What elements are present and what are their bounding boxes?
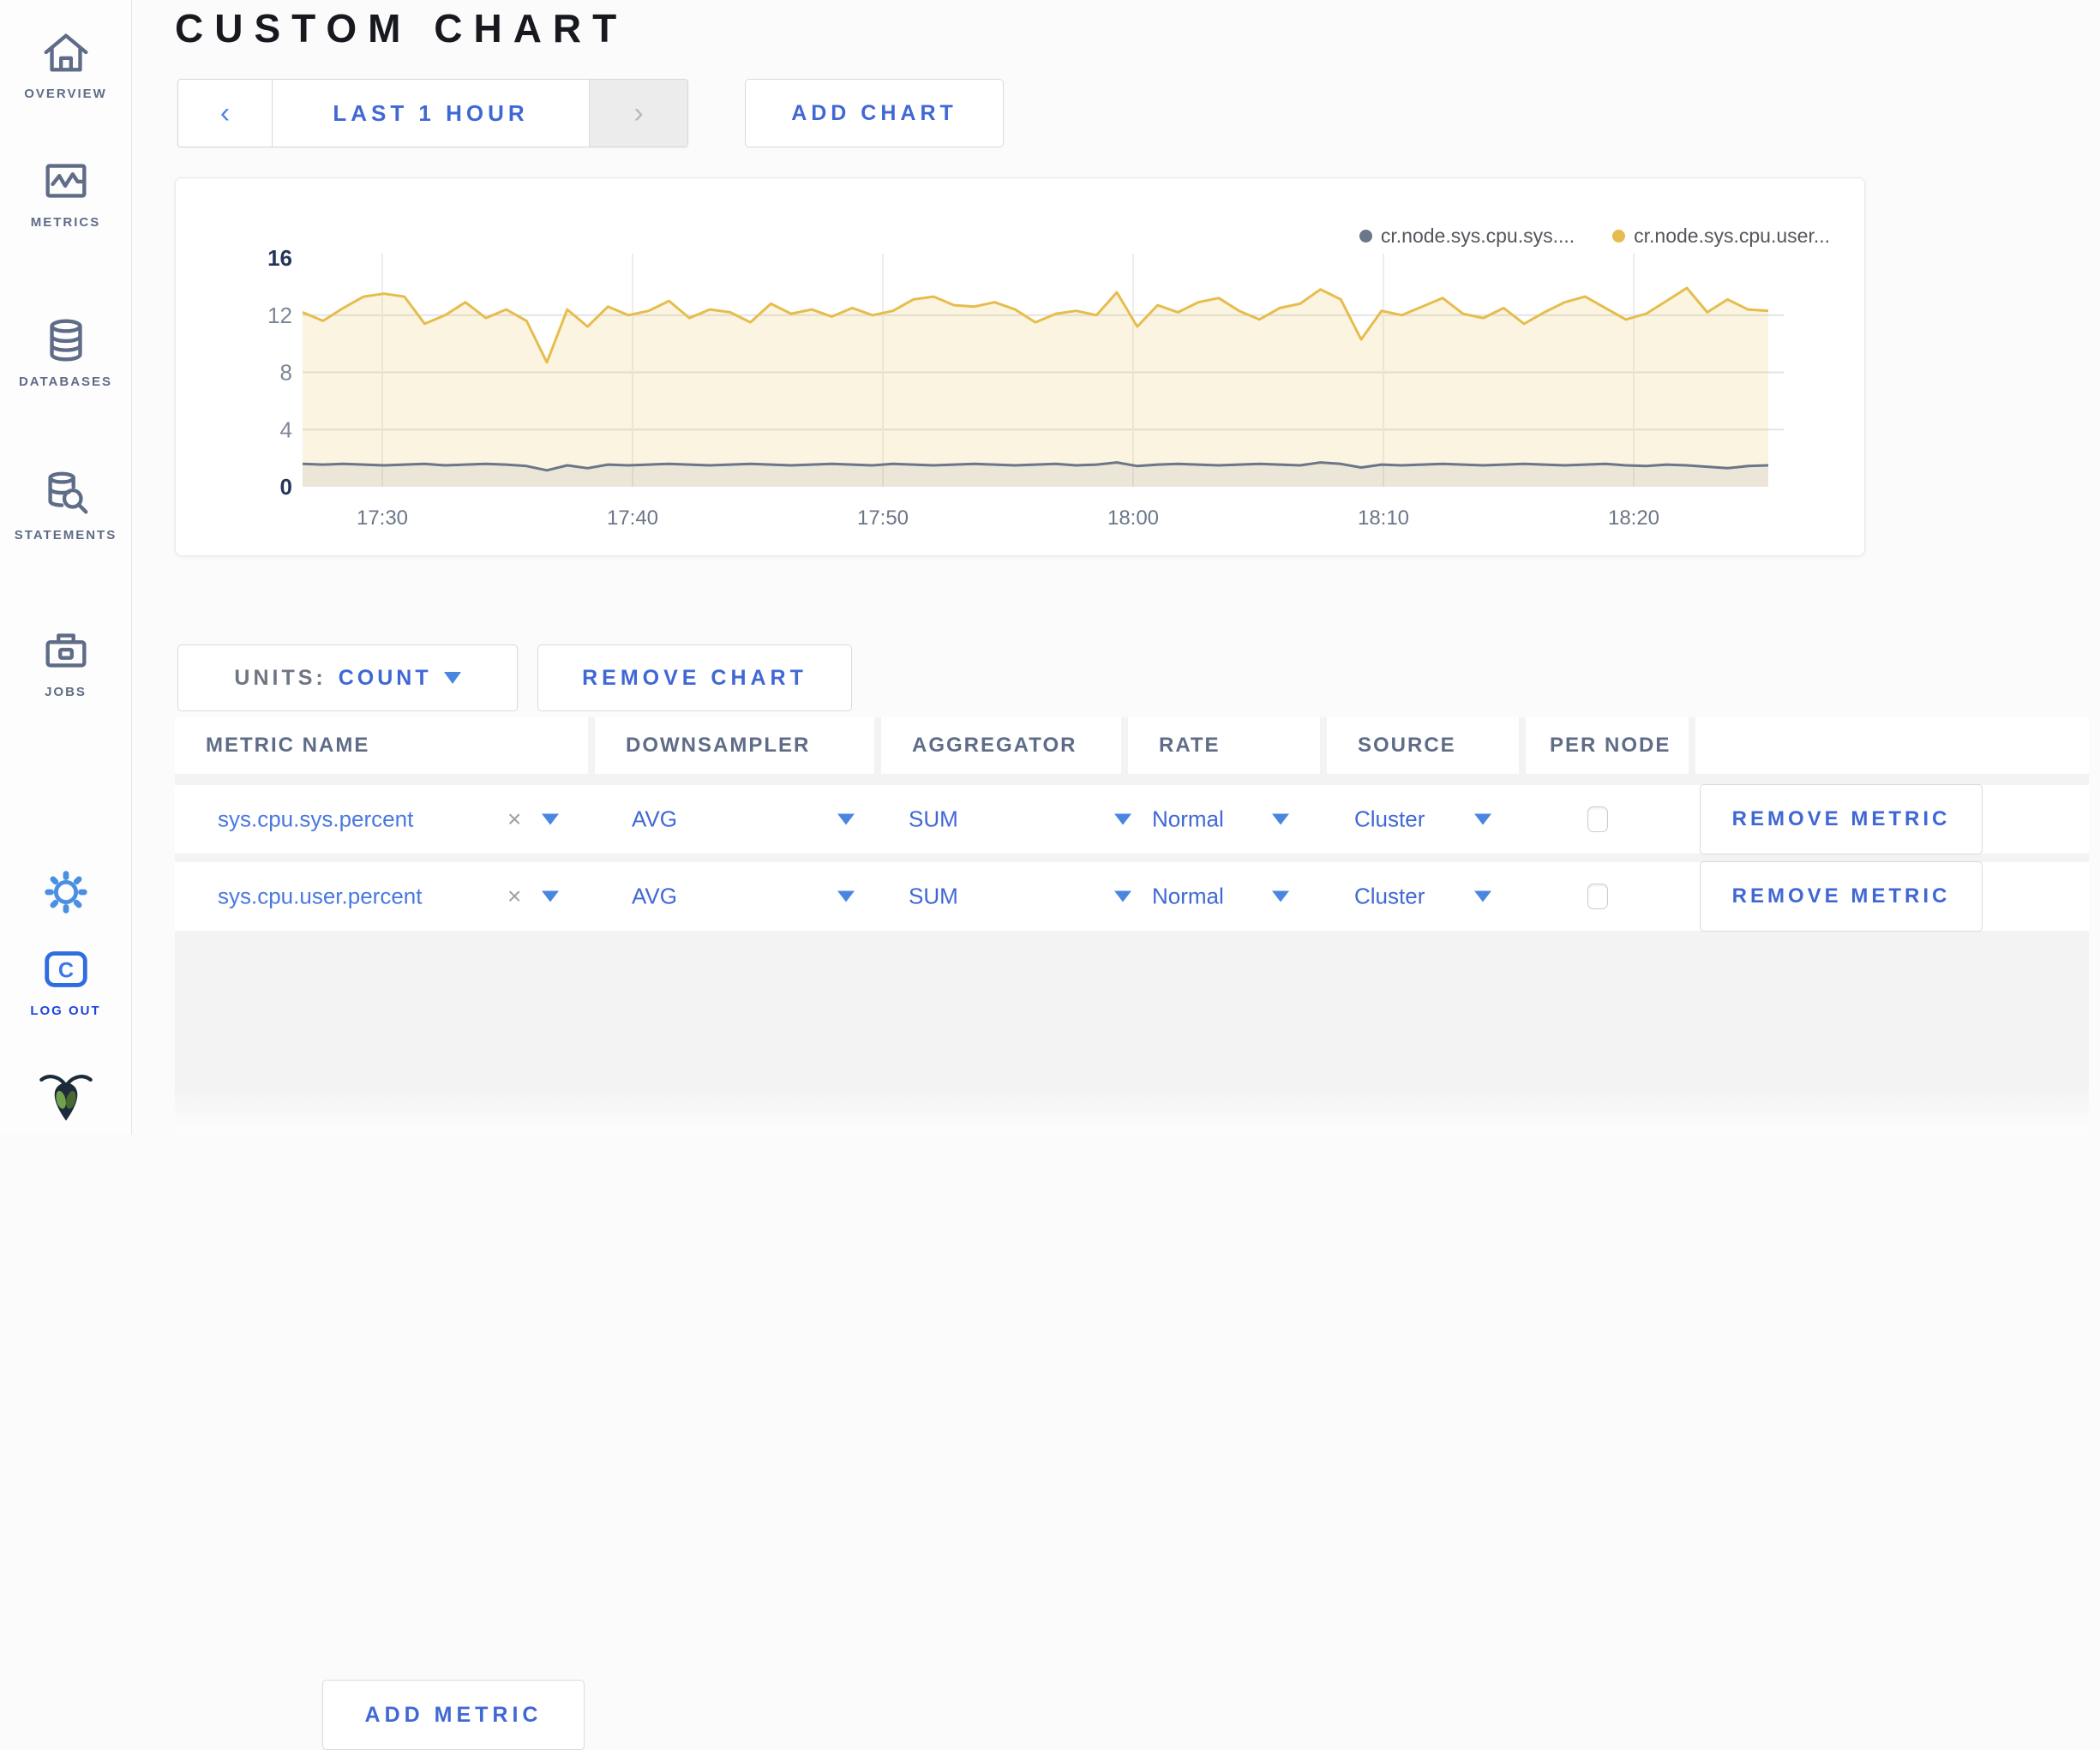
statements-icon (39, 467, 93, 524)
cockroach-bug-icon (37, 1066, 95, 1129)
sidebar-item-label: JOBS (45, 685, 87, 699)
database-icon (39, 314, 93, 371)
column-header-downsampler: DOWNSAMPLER (595, 717, 874, 774)
chevron-down-icon (1114, 890, 1131, 902)
chevron-down-icon (1474, 890, 1491, 902)
sidebar-item-label: STATEMENTS (14, 528, 117, 542)
chart-panel: 0 4 8 12 16 17:30 17:40 17:50 18:00 18:10 18:20 cr… (175, 177, 1865, 556)
page-title: CUSTOM CHART (175, 6, 628, 51)
source-select[interactable]: Cluster (1354, 806, 1491, 833)
metrics-table: METRIC NAME DOWNSAMPLER AGGREGATOR RATE … (175, 717, 2089, 1750)
chevron-down-icon (1272, 890, 1289, 902)
chart-legend: cr.node.sys.cpu.sys.... cr.node.sys.cpu.… (1359, 225, 1830, 248)
cockroach-logo[interactable] (0, 1066, 131, 1129)
home-icon (39, 26, 93, 83)
svg-text:17:40: 17:40 (607, 506, 658, 530)
chevron-down-icon (1474, 813, 1491, 825)
source-select[interactable]: Cluster (1354, 884, 1491, 910)
metric-name-select[interactable]: sys.cpu.user.percent (218, 883, 423, 909)
sidebar-item-overview[interactable]: OVERVIEW (0, 26, 131, 101)
clear-metric-icon[interactable]: × (507, 806, 522, 832)
downsampler-select[interactable]: AVG (632, 806, 855, 833)
column-header-aggregator: AGGREGATOR (881, 717, 1121, 774)
column-header-per-node: PER NODE (1526, 717, 1689, 774)
metric-name-select[interactable]: sys.cpu.sys.percent (218, 806, 414, 832)
chevron-down-icon[interactable] (542, 890, 559, 902)
legend-item-sys[interactable]: cr.node.sys.cpu.sys.... (1359, 225, 1575, 248)
sidebar-item-settings[interactable] (0, 866, 131, 923)
custom-chart-plot[interactable]: 0 4 8 12 16 17:30 17:40 17:50 18:00 18:10 18:20 (176, 178, 1864, 555)
remove-metric-button[interactable]: REMOVE METRIC (1700, 861, 1983, 932)
metrics-icon (39, 154, 93, 212)
legend-item-user[interactable]: cr.node.sys.cpu.user... (1612, 225, 1830, 248)
time-range-selector: ‹ LAST 1 HOUR › (177, 79, 688, 147)
column-header-metric-name: METRIC NAME (175, 717, 588, 774)
sidebar-item-label: METRICS (30, 215, 101, 230)
chevron-down-icon (837, 890, 855, 902)
gear-icon (39, 866, 93, 923)
logout-label: LOG OUT (30, 1004, 101, 1018)
column-header-source: SOURCE (1327, 717, 1519, 774)
rate-select[interactable]: Normal (1152, 884, 1289, 910)
time-prev-button[interactable]: ‹ (178, 80, 273, 147)
sidebar-item-logout[interactable]: C LOG OUT (0, 943, 131, 1018)
rate-select[interactable]: Normal (1152, 806, 1289, 833)
chevron-down-icon (1114, 813, 1131, 825)
svg-text:17:50: 17:50 (857, 506, 909, 530)
svg-text:C: C (57, 959, 73, 983)
svg-text:12: 12 (267, 303, 292, 328)
svg-text:4: 4 (280, 417, 292, 442)
sidebar: OVERVIEW METRICS DATABASES (0, 0, 132, 1135)
sidebar-item-label: OVERVIEW (24, 87, 107, 101)
per-node-checkbox[interactable] (1587, 884, 1608, 909)
chevron-down-icon (443, 672, 461, 684)
add-chart-button[interactable]: ADD CHART (745, 79, 1004, 147)
column-header-actions (1695, 717, 2089, 774)
svg-text:0: 0 (280, 474, 292, 500)
units-value: COUNT (338, 665, 432, 690)
legend-label-user: cr.node.sys.cpu.user... (1634, 225, 1830, 247)
per-node-checkbox[interactable] (1587, 806, 1608, 832)
time-next-button[interactable]: › (589, 80, 687, 147)
chevron-down-icon (837, 813, 855, 825)
legend-label-sys: cr.node.sys.cpu.sys.... (1380, 225, 1575, 247)
sidebar-item-statements[interactable]: STATEMENTS (0, 467, 131, 542)
add-metric-button[interactable]: ADD METRIC (322, 1680, 585, 1750)
svg-text:17:30: 17:30 (357, 506, 408, 530)
aggregator-select[interactable]: SUM (909, 806, 1131, 833)
column-header-rate: RATE (1128, 717, 1320, 774)
svg-text:18:10: 18:10 (1358, 506, 1409, 530)
remove-chart-button[interactable]: REMOVE CHART (537, 644, 852, 711)
sidebar-item-label: DATABASES (18, 375, 113, 389)
time-range-label[interactable]: LAST 1 HOUR (333, 99, 529, 126)
chevron-down-icon (1272, 813, 1289, 825)
units-dropdown[interactable]: UNITS: COUNT (177, 644, 518, 711)
downsampler-select[interactable]: AVG (632, 884, 855, 910)
svg-text:8: 8 (280, 360, 292, 386)
clear-metric-icon[interactable]: × (507, 883, 522, 909)
aggregator-select[interactable]: SUM (909, 884, 1131, 910)
main-content: CUSTOM CHART ‹ LAST 1 HOUR › ADD CHART 0… (132, 0, 2100, 1750)
briefcase-icon (39, 624, 93, 681)
sidebar-item-databases[interactable]: DATABASES (0, 314, 131, 389)
legend-dot-user (1612, 230, 1626, 243)
legend-dot-sys (1359, 230, 1372, 243)
svg-text:18:20: 18:20 (1608, 506, 1659, 530)
units-label: UNITS: (234, 665, 327, 690)
svg-text:18:00: 18:00 (1107, 506, 1159, 530)
remove-metric-button[interactable]: REMOVE METRIC (1700, 784, 1983, 854)
svg-text:16: 16 (267, 245, 292, 271)
chevron-down-icon[interactable] (542, 813, 559, 825)
bottom-fade (175, 1085, 2089, 1135)
logout-icon: C (39, 943, 93, 1000)
sidebar-item-jobs[interactable]: JOBS (0, 624, 131, 699)
sidebar-item-metrics[interactable]: METRICS (0, 154, 131, 230)
